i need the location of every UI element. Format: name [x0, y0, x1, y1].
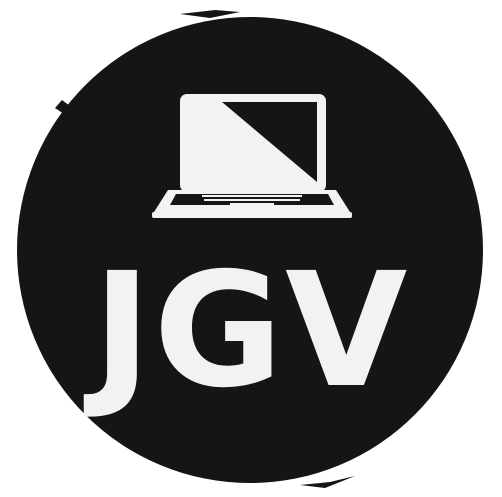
logo-wordmark: JGV	[84, 239, 410, 423]
laptop-icon	[152, 94, 352, 218]
badge-circle	[17, 10, 483, 488]
